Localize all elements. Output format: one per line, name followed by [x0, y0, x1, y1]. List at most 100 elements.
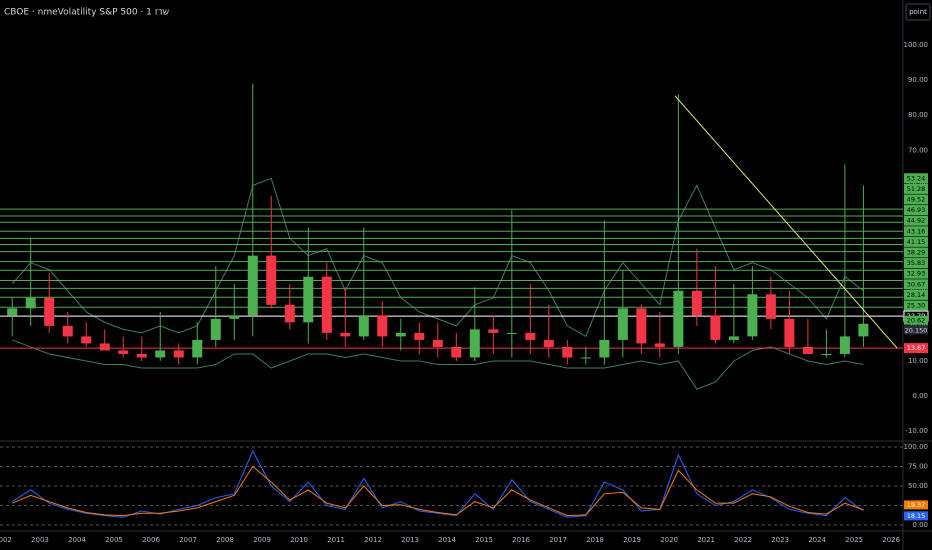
- level-label: 43.16: [907, 227, 926, 235]
- candle-body: [414, 332, 425, 340]
- candle-body: [469, 329, 480, 358]
- x-tick-label: 2023: [771, 536, 789, 544]
- x-tick-label: 2014: [438, 536, 456, 544]
- candle-body: [802, 346, 813, 354]
- level-label: 41.15: [907, 238, 926, 246]
- y-tick-label: 0.00: [912, 392, 928, 400]
- x-tick-label: 2018: [586, 536, 604, 544]
- candle-body: [99, 343, 110, 351]
- candle-body: [636, 308, 647, 344]
- candle-body: [506, 332, 517, 334]
- y-tick-label: -10.00: [905, 427, 928, 435]
- candle-body: [44, 297, 55, 326]
- level-label-bg: [904, 215, 928, 226]
- level-label: 53.24: [907, 174, 926, 182]
- candle-body: [7, 308, 18, 316]
- candle-body: [266, 255, 277, 305]
- x-tick-label: 2009: [253, 536, 271, 544]
- candle-body: [303, 276, 314, 323]
- x-tick-label: 2015: [475, 536, 493, 544]
- symbol-title: CBOE · nmeVolatility S&P 500 · 1 שדז: [4, 8, 169, 18]
- candle-body: [229, 315, 240, 319]
- trendline: [674, 95, 898, 349]
- candle-body: [321, 276, 332, 333]
- candle-body: [654, 343, 665, 347]
- level-label-bg: [904, 173, 928, 184]
- scale-button-label[interactable]: point: [909, 8, 927, 16]
- level-label: 13.67: [907, 344, 926, 352]
- level-label-bg: [904, 183, 928, 194]
- scale-button[interactable]: [905, 3, 931, 21]
- candle-body: [136, 353, 147, 358]
- candle-body: [858, 323, 869, 337]
- candle-body: [25, 297, 36, 309]
- candle-body: [377, 315, 388, 337]
- price-label-bg: [904, 315, 928, 325]
- level-label-bg: [904, 289, 928, 300]
- candle-body: [673, 290, 684, 347]
- candle-body: [525, 332, 536, 340]
- candle-body: [562, 346, 573, 358]
- candle-body: [432, 339, 443, 347]
- candle-body: [488, 329, 499, 333]
- level-label-bg: [904, 194, 928, 205]
- x-tick-label: 2012: [364, 536, 382, 544]
- level-label: 30.67: [907, 280, 926, 288]
- price-label-bg: [904, 325, 928, 335]
- candle-body: [543, 339, 554, 347]
- last-value-bg: [904, 511, 928, 521]
- y-tick-label: 80.00: [908, 111, 928, 119]
- candle-body: [340, 332, 351, 337]
- candle-body: [451, 346, 462, 358]
- level-label: 51.28: [907, 185, 926, 193]
- candle-body: [691, 290, 702, 316]
- candle-body: [784, 318, 795, 347]
- price-label: 20.150: [905, 326, 928, 334]
- x-tick-label: 2002: [0, 536, 12, 544]
- x-tick-label: 2008: [216, 536, 234, 544]
- y-tick-label: 50.00: [908, 482, 928, 490]
- y-tick-label: 100.00: [904, 443, 929, 451]
- level-label: 49.52: [907, 195, 926, 203]
- x-tick-label: 2025: [845, 536, 863, 544]
- x-tick-label: 2016: [512, 536, 530, 544]
- level-label-bg: [904, 300, 928, 311]
- level-label-bg: [904, 268, 928, 279]
- candle-body: [210, 318, 221, 340]
- y-tick-label: 90.00: [908, 76, 928, 84]
- y-tick-label: 75.00: [908, 463, 928, 471]
- candle-body: [821, 353, 832, 355]
- candle-body: [580, 357, 591, 359]
- candle-body: [747, 294, 758, 337]
- x-tick-label: 2021: [697, 536, 715, 544]
- x-tick-label: 2011: [327, 536, 345, 544]
- x-tick-label: 2020: [660, 536, 678, 544]
- level-label-bg: [904, 247, 928, 258]
- level-label: 32.93: [907, 270, 926, 278]
- level-label: 44.92: [907, 217, 926, 225]
- candle-body: [247, 255, 258, 316]
- candle-body: [728, 336, 739, 340]
- candle-body: [617, 308, 628, 340]
- candle-body: [358, 315, 369, 337]
- candle-body: [284, 304, 295, 323]
- level-label: 25.30: [907, 301, 926, 309]
- x-tick-label: 2013: [401, 536, 419, 544]
- level-label: 28.14: [907, 291, 926, 299]
- level-label-bg: [904, 226, 928, 237]
- x-tick-label: 2006: [142, 536, 160, 544]
- candle-body: [62, 325, 73, 337]
- level-label-bg: [904, 343, 928, 354]
- candle-body: [81, 336, 92, 344]
- x-tick-label: 2003: [31, 536, 49, 544]
- x-tick-label: 2019: [623, 536, 641, 544]
- y-tick-label: 10.00: [908, 357, 928, 365]
- candle-body: [118, 350, 129, 354]
- level-label-bg: [904, 236, 928, 247]
- level-label-bg: [904, 205, 928, 216]
- candle-body: [155, 350, 166, 358]
- candle-body: [173, 350, 184, 358]
- level-label-bg: [904, 258, 928, 269]
- x-tick-label: 2005: [105, 536, 123, 544]
